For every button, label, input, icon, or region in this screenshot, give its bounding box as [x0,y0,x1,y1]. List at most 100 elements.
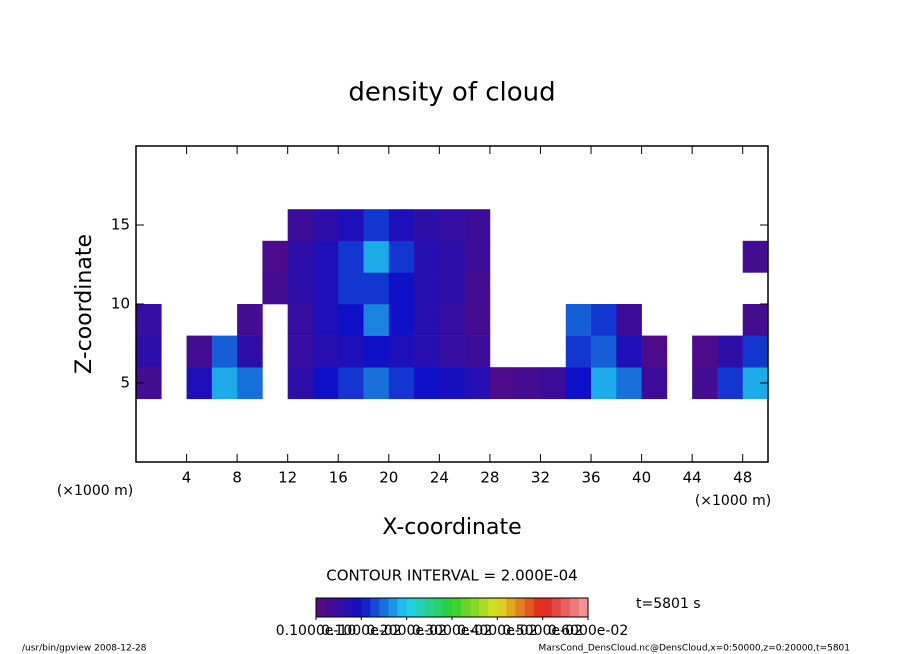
heat-cell [565,335,592,368]
footer-right: MarsCond_DensCloud.nc@DensCloud,x=0:5000… [539,644,851,654]
heat-cell [414,367,440,400]
y-axis-label: Z-coordinate [72,234,97,374]
colorbar-swatch [533,598,543,617]
x-tick-label: 32 [531,469,550,487]
heat-cell [489,367,516,400]
heat-cell [388,209,415,242]
colorbar-swatch [406,598,417,617]
heat-cell [464,240,491,273]
heat-cell [186,335,213,368]
heat-cell [262,240,288,273]
x-tick-label: 40 [632,469,651,487]
heat-cell [464,209,491,242]
time-label: t=5801 s [636,596,701,612]
colorbar-tick-label: 0.3000e-02 [412,623,492,639]
heat-cell [616,367,642,400]
heat-cell [742,240,769,273]
heat-cell [565,304,592,336]
contour-interval: CONTOUR INTERVAL = 2.000E-04 [326,567,577,585]
heat-cell [388,272,415,305]
colorbar-swatch [479,598,489,617]
x-tick-label: 36 [581,469,600,487]
colorbar-tick-label: 0.1000e-02 [321,623,401,639]
heat-cell [186,367,213,400]
heat-cell [338,335,364,368]
heat-cell [414,272,440,305]
colorbar-swatch [433,598,444,617]
colorbar-swatch [352,598,362,617]
heat-cell [540,367,567,400]
colorbar-swatch [578,598,589,617]
heat-cell [414,209,440,242]
heat-cell [641,367,668,400]
x-tick-label: 12 [278,469,297,487]
x-tick-label: 24 [430,469,449,487]
heat-cell [439,367,465,400]
heat-cell [262,272,288,305]
heat-cell [363,240,390,273]
x-tick-label: 48 [733,469,752,487]
colorbar-swatch [488,598,498,617]
heat-cell [616,335,642,368]
heat-cell [237,367,263,400]
colorbar-tick-label: 0.2000e-02 [366,623,446,639]
colorbar-swatch [560,598,571,617]
heat-cell [338,240,364,273]
heat-cell [312,367,339,400]
colorbar-swatch [361,598,371,617]
colorbar-swatch [515,598,525,617]
heat-cell [211,335,238,368]
colorbar-swatch [415,598,426,617]
colorbar-tick-label: 0.6000e-02 [548,623,628,639]
heat-cell [414,240,440,273]
heat-cell [439,209,465,242]
heat-cell [237,304,263,336]
heat-cell [338,272,364,305]
heat-cell [388,335,415,368]
colorbar-tick-label: 0.4000e-02 [457,623,537,639]
heat-cell [439,240,465,273]
colorbar-swatch [452,598,462,617]
colorbar-swatch [397,598,407,617]
heat-cell [439,272,465,305]
heat-cell [312,304,339,336]
heat-cell [464,367,491,400]
colorbar-swatch [470,598,480,617]
x-tick-label: 44 [683,469,702,487]
colorbar-swatch [334,598,344,617]
x-axis-label: X-coordinate [382,515,521,540]
heat-cell [641,335,668,368]
y-tick-label: 10 [111,295,130,313]
x-unit: (×1000 m) [695,493,771,509]
colorbar-swatch [524,598,534,617]
colorbar-swatch [506,598,516,617]
heat-cell [136,335,162,368]
x-tick-label: 8 [232,469,242,487]
heat-cell [363,272,390,305]
heat-cell [211,367,238,400]
y-tick-label: 15 [111,216,130,234]
heat-cell [439,335,465,368]
colorbar-swatch [461,598,471,617]
heat-cell [363,367,390,400]
heat-cell [312,272,339,305]
chart-title: density of cloud [348,78,555,108]
colorbar-swatch [343,598,353,617]
colorbar-swatch [325,598,335,617]
heat-cell [414,304,440,336]
colorbar-swatch [442,598,453,617]
x-tick-label: 4 [182,469,192,487]
heat-cell [237,335,263,368]
heat-cell [338,304,364,336]
heat-cell [439,304,465,336]
heat-cell [338,209,364,242]
heat-cell [136,304,162,336]
colorbar-swatch [497,598,507,617]
heat-cell [363,335,390,368]
heat-cell [742,304,769,336]
heat-cell [591,304,617,336]
heat-cell [515,367,541,400]
heat-cell [287,209,314,242]
colorbar-swatch [379,598,389,617]
